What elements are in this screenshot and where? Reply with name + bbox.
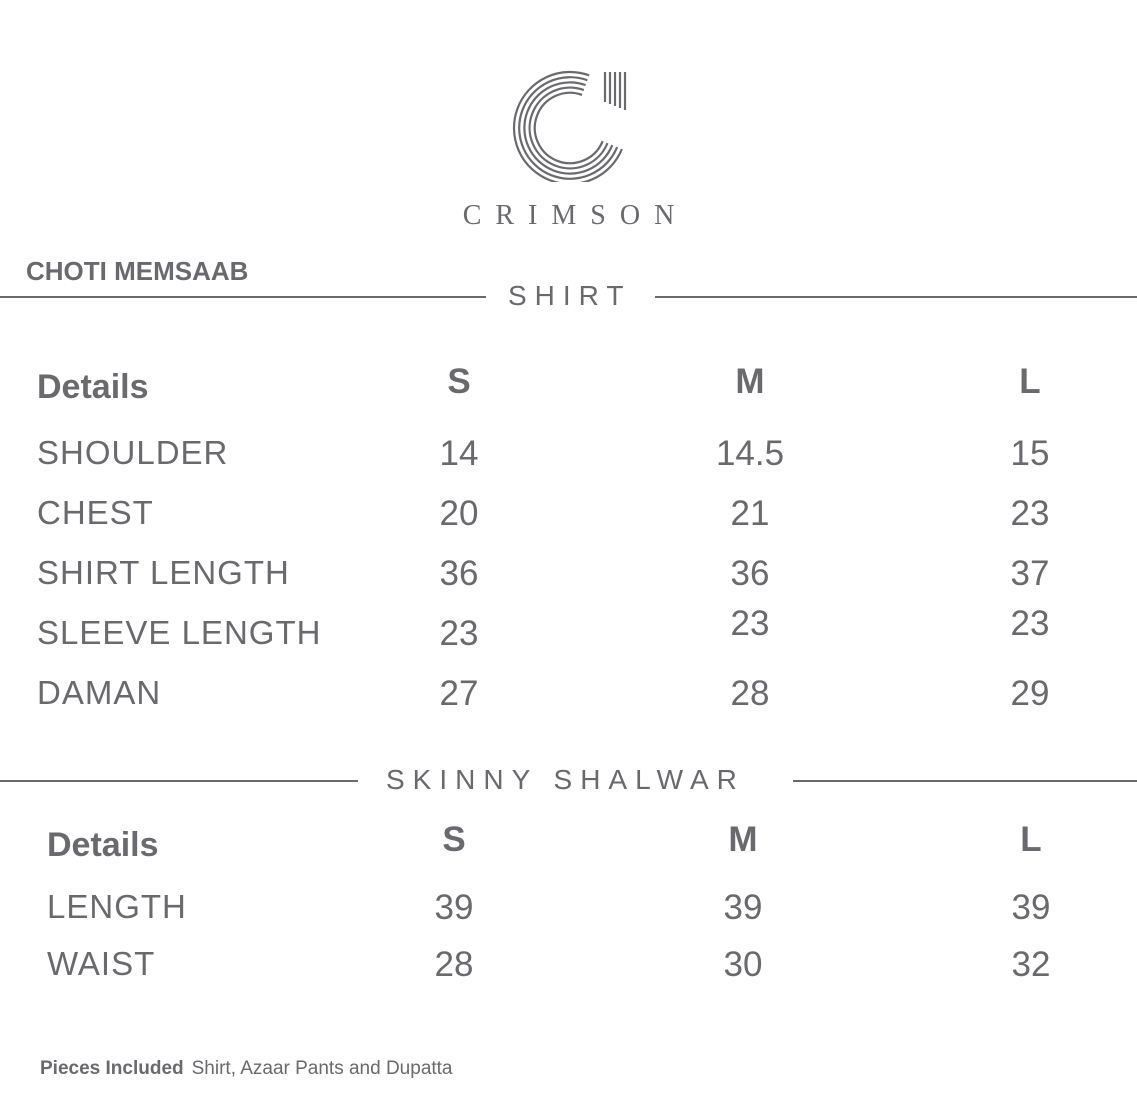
logo-ring <box>528 86 609 170</box>
row-value: 14 <box>439 434 479 473</box>
header-size: L <box>1020 820 1042 859</box>
row-value: 23 <box>1010 604 1050 643</box>
row-value: 36 <box>439 554 479 593</box>
header-size: S <box>442 820 466 859</box>
row-value: 23 <box>1010 494 1050 533</box>
divider <box>793 780 1137 782</box>
header-details: Details <box>47 826 159 864</box>
divider <box>0 780 358 782</box>
pieces-label: Pieces Included <box>40 1058 184 1079</box>
row-label: SHOULDER <box>37 434 229 471</box>
row-value: 36 <box>730 554 770 593</box>
row-label: SLEEVE LENGTH <box>37 614 322 651</box>
logo-ring <box>518 76 619 180</box>
logo-ring <box>523 81 614 175</box>
row-value: 23 <box>730 604 770 643</box>
row-value: 32 <box>1011 945 1051 984</box>
row-value: 23 <box>439 614 479 653</box>
row-value: 30 <box>723 945 763 984</box>
row-value: 28 <box>434 945 474 984</box>
row-value: 29 <box>1010 674 1050 713</box>
row-label: LENGTH <box>47 888 187 925</box>
header-size: L <box>1019 362 1041 401</box>
pieces-included: Pieces Included Shirt, Azaar Pants and Du… <box>40 1058 453 1080</box>
row-value: 21 <box>730 494 770 533</box>
logo-ring <box>533 91 604 165</box>
row-value: 37 <box>1010 554 1050 593</box>
header-size: S <box>447 362 471 401</box>
row-value: 27 <box>439 674 479 713</box>
row-value: 28 <box>730 674 770 713</box>
row-label: WAIST <box>47 945 156 982</box>
row-label: CHEST <box>37 494 154 531</box>
logo-ring <box>512 70 623 182</box>
crimson-logo-icon <box>512 70 627 182</box>
brand-name: CRIMSON <box>462 200 689 231</box>
section-title-shirt: SHIRT <box>508 280 632 311</box>
pieces-value: Shirt, Azaar Pants and Dupatta <box>191 1058 453 1079</box>
row-value: 20 <box>439 494 479 533</box>
row-value: 15 <box>1010 434 1050 473</box>
product-title: CHOTI MEMSAAB <box>26 256 249 286</box>
header-size: M <box>735 362 765 401</box>
divider <box>655 296 1137 298</box>
divider <box>0 296 486 298</box>
row-value: 39 <box>1011 888 1051 927</box>
row-value: 39 <box>434 888 474 927</box>
row-value: 14.5 <box>715 434 785 473</box>
row-value: 39 <box>723 888 763 927</box>
header-details: Details <box>37 368 149 406</box>
section-title-shalwar: SKINNY SHALWAR <box>386 764 745 795</box>
row-label: SHIRT LENGTH <box>37 554 290 591</box>
header-size: M <box>728 820 758 859</box>
row-label: DAMAN <box>37 674 162 711</box>
